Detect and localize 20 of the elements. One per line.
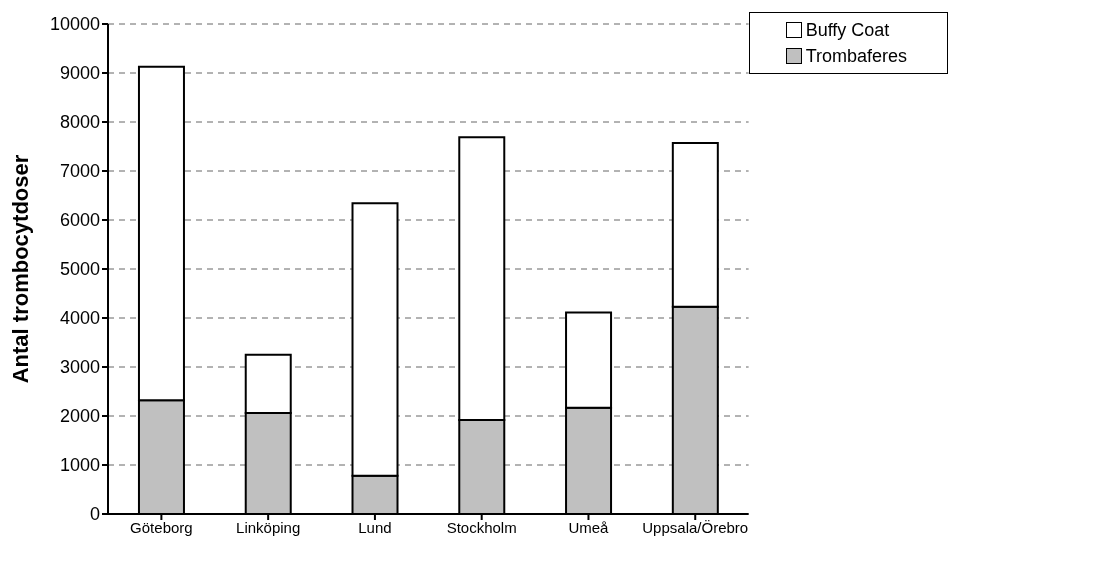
y-axis-title: Antal trombocytdoser <box>7 154 33 384</box>
y-tick-label: 5000 <box>59 259 100 280</box>
legend-label: Trombaferes <box>805 45 907 68</box>
y-tick-label: 2000 <box>59 406 100 427</box>
y-tick-label: 1000 <box>59 455 100 476</box>
y-tick-label: 10000 <box>49 14 100 35</box>
y-tick-label: 9000 <box>59 63 100 84</box>
y-tick-label: 8000 <box>59 112 100 133</box>
legend-label: Buffy Coat <box>805 19 890 42</box>
x-tick-label: Göteborg <box>130 518 193 536</box>
y-tick-label: 6000 <box>59 210 100 231</box>
y-tick-label: 0 <box>89 504 100 525</box>
x-tick-label: Uppsala/Örebro <box>642 518 749 536</box>
y-tick-label: 3000 <box>59 357 100 378</box>
x-tick-label: Stockholm <box>446 518 517 536</box>
x-tick-label: Umeå <box>568 518 610 536</box>
x-tick-label: Linköping <box>236 518 301 536</box>
x-tick-label: Lund <box>358 518 392 536</box>
y-tick-label: 4000 <box>59 308 100 329</box>
y-tick-label: 7000 <box>59 161 100 182</box>
